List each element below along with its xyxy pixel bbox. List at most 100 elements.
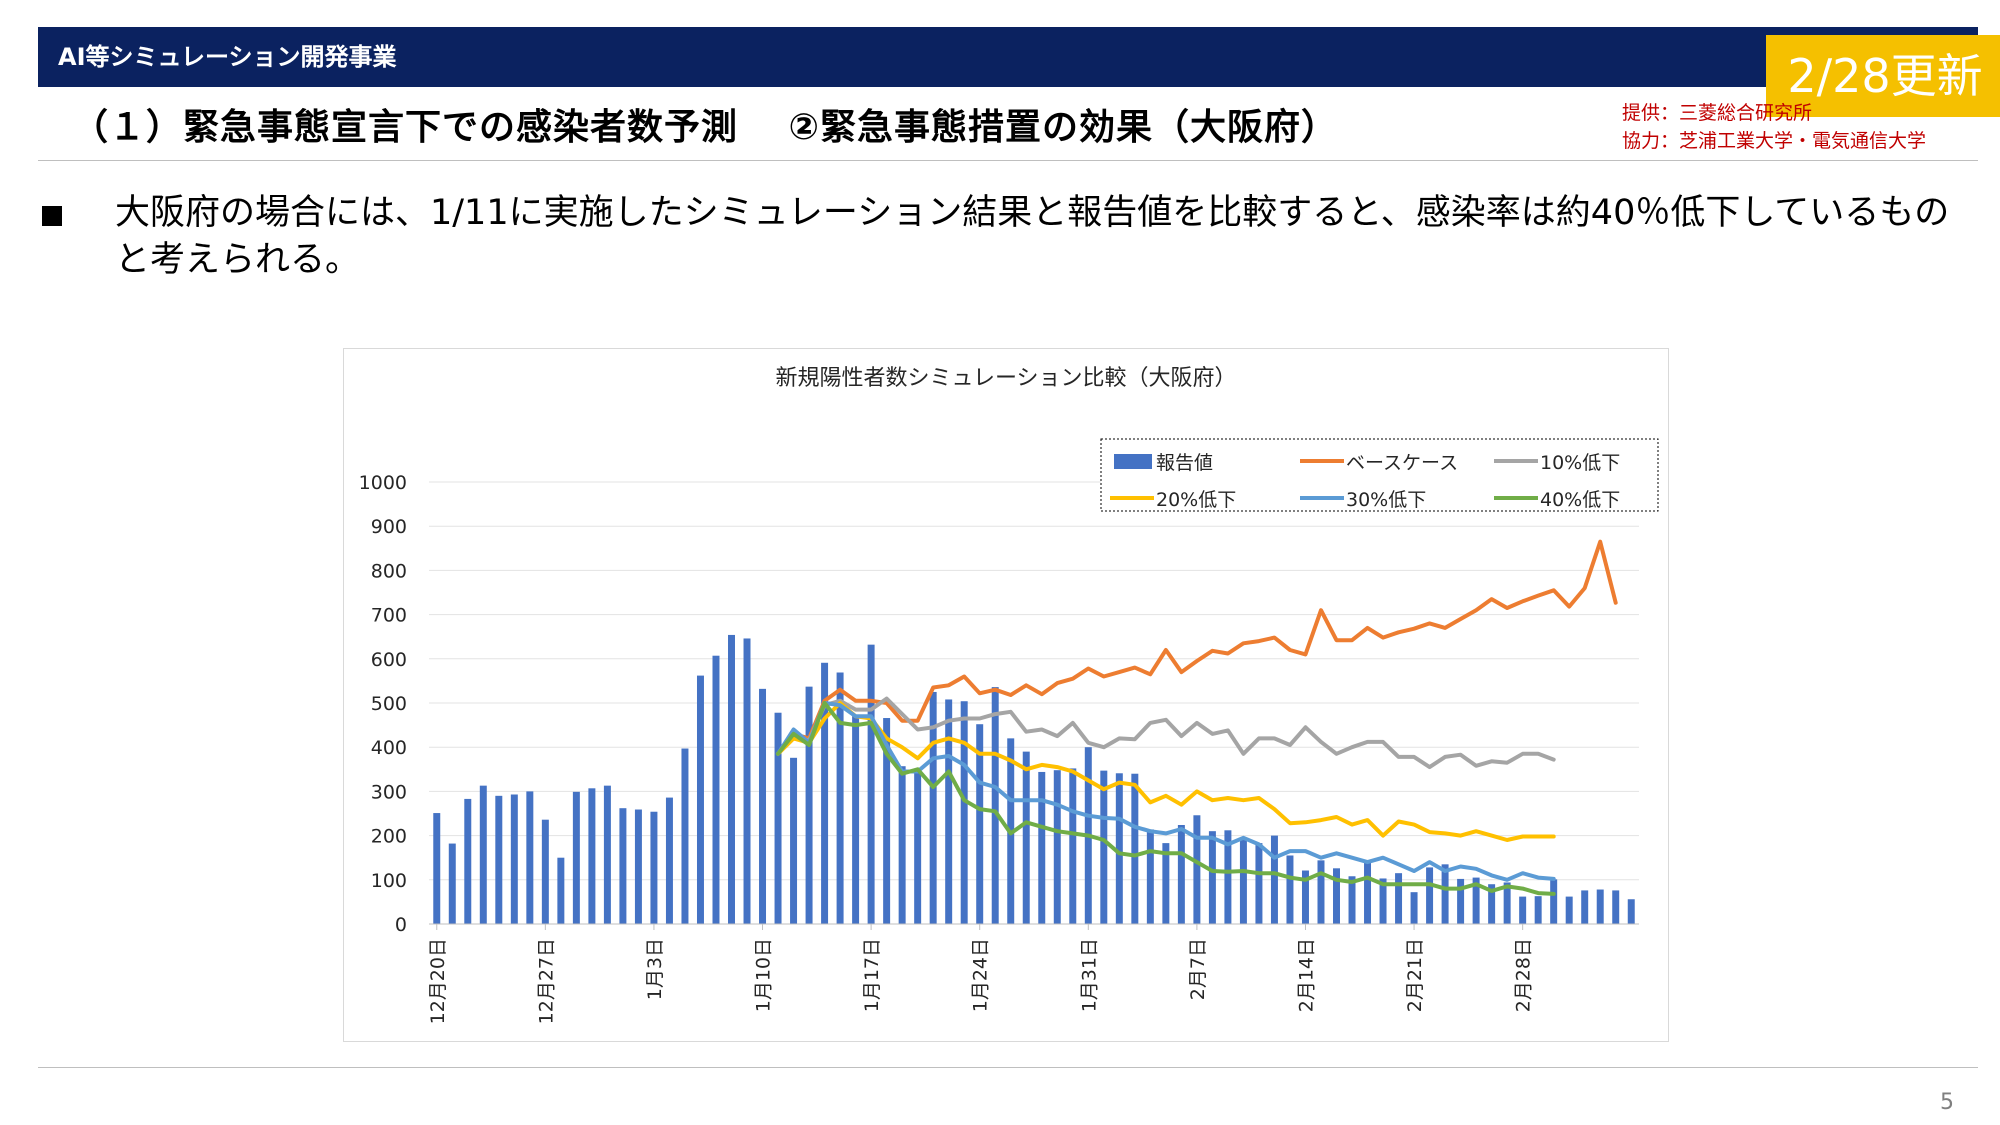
bar-reported xyxy=(821,662,829,924)
bar-reported xyxy=(1348,876,1356,924)
legend-swatch xyxy=(1114,454,1152,469)
x-tick-label: 12月27日 xyxy=(535,938,557,1024)
legend-label: 10%低下 xyxy=(1540,452,1620,474)
bar-reported xyxy=(696,675,704,924)
series-lines xyxy=(776,539,1618,896)
bar-reported xyxy=(448,843,456,924)
y-tick-label: 800 xyxy=(371,560,407,582)
bar-reported xyxy=(572,791,580,924)
bar-reported xyxy=(1193,815,1201,924)
y-tick-label: 500 xyxy=(371,693,407,715)
bar-reported xyxy=(526,791,534,924)
chart-container: 0 100 200 300 400 500 600 700 800 900 1000 12月20日 12… xyxy=(343,348,1669,1042)
bar-reported xyxy=(1022,751,1030,924)
bar-reported xyxy=(1333,868,1340,924)
bar-reported xyxy=(1069,768,1077,924)
bar-reported xyxy=(1364,861,1372,924)
bar-reported xyxy=(1426,867,1434,924)
bar-reported xyxy=(852,716,860,924)
legend-label: ベースケース xyxy=(1346,452,1458,474)
x-tick-label: 1月10日 xyxy=(753,938,775,1012)
x-tick-label: 2月7日 xyxy=(1187,938,1209,1000)
legend-box xyxy=(1100,438,1659,512)
y-tick-label: 400 xyxy=(371,737,407,759)
series-line xyxy=(776,701,1556,842)
series-line xyxy=(776,696,1556,770)
bar-reported xyxy=(1146,829,1154,924)
bar-reported xyxy=(929,691,937,924)
bar-reported xyxy=(1410,892,1418,924)
bar-reported xyxy=(1286,855,1294,924)
bar-reported xyxy=(991,687,999,924)
bar-reported xyxy=(945,699,953,924)
bar-reported xyxy=(867,644,875,924)
series-line xyxy=(776,539,1618,756)
bar-reported xyxy=(728,634,735,924)
y-tick-label: 0 xyxy=(395,914,407,936)
bar-reported xyxy=(1100,770,1108,924)
bar-reported xyxy=(619,808,627,924)
credit-provider: 提供：三菱総合研究所 xyxy=(1622,102,1813,124)
bar-reported xyxy=(1565,896,1573,924)
x-tick-label: 1月31日 xyxy=(1078,938,1100,1012)
header-title: AI等シミュレーション開発事業 xyxy=(58,43,397,71)
x-tick-label: 1月3日 xyxy=(644,938,666,1000)
bullet-square-icon xyxy=(42,206,62,226)
bar-reported xyxy=(1053,770,1061,924)
bar-reported xyxy=(960,701,968,924)
bar-reported xyxy=(1550,879,1558,924)
x-tick-label: 2月21日 xyxy=(1404,938,1426,1012)
bar-reported xyxy=(712,655,720,924)
x-tick-label: 12月20日 xyxy=(427,938,449,1024)
legend-label: 40%低下 xyxy=(1540,489,1620,511)
bar-reported xyxy=(1270,835,1278,924)
bar-reported xyxy=(1581,890,1589,924)
bar-reported xyxy=(1596,889,1604,924)
bar-reported xyxy=(743,638,751,924)
bullet-text: 大阪府の場合には、1/11に実施したシミュレーション結果と報告値を比較すると、感… xyxy=(115,193,1950,280)
top-divider xyxy=(38,160,1978,161)
credit-cooperation: 協力：芝浦工業大学・電気通信大学 xyxy=(1622,130,1927,152)
bar-reported xyxy=(1534,896,1542,924)
legend-label: 30%低下 xyxy=(1346,489,1426,511)
bar-reported xyxy=(1395,873,1403,924)
x-tick-label: 2月14日 xyxy=(1295,938,1317,1012)
y-tick-label: 700 xyxy=(371,605,407,627)
series-line xyxy=(776,701,1556,896)
x-tick-label: 1月17日 xyxy=(861,938,883,1012)
y-tick-label: 600 xyxy=(371,649,407,671)
bar-reported xyxy=(1208,831,1216,924)
axes: 0 100 200 300 400 500 600 700 800 900 1000 12月20日 12… xyxy=(359,472,1639,1024)
legend-label: 20%低下 xyxy=(1156,489,1236,511)
bar-reported xyxy=(1301,870,1309,924)
bar-reported xyxy=(495,795,503,924)
bar-reported xyxy=(774,712,782,924)
bar-reported xyxy=(914,771,922,924)
bar-reported xyxy=(805,686,813,924)
line-bar-chart: 0 100 200 300 400 500 600 700 800 900 1000 12月20日 12… xyxy=(359,366,1659,1024)
bar-reported xyxy=(1131,773,1139,924)
bar-reported xyxy=(1488,884,1496,924)
bar-reported xyxy=(650,811,658,924)
bar-reported xyxy=(557,857,565,924)
bar-reported xyxy=(510,794,518,924)
bar-reported xyxy=(1612,890,1620,924)
y-tick-label: 200 xyxy=(371,826,407,848)
chart-title: 新規陽性者数シミュレーション比較（大阪府） xyxy=(775,366,1236,391)
header-bar: AI等シミュレーション開発事業 2/28更新 xyxy=(38,27,2000,117)
x-tick-label: 2月28日 xyxy=(1513,938,1535,1012)
y-tick-label: 100 xyxy=(371,870,407,892)
bar-reported xyxy=(790,757,798,924)
bar-reported xyxy=(1503,882,1511,924)
reported-bars xyxy=(433,634,1635,924)
bar-reported xyxy=(1038,771,1046,924)
bar-reported xyxy=(1379,878,1387,924)
bar-reported xyxy=(759,688,767,924)
bar-reported xyxy=(603,785,611,924)
gridlines xyxy=(429,481,1639,881)
bar-reported xyxy=(1177,824,1185,924)
bar-reported xyxy=(836,672,844,924)
bar-reported xyxy=(1317,860,1325,924)
bar-reported xyxy=(541,819,549,924)
bar-reported xyxy=(1472,877,1480,924)
